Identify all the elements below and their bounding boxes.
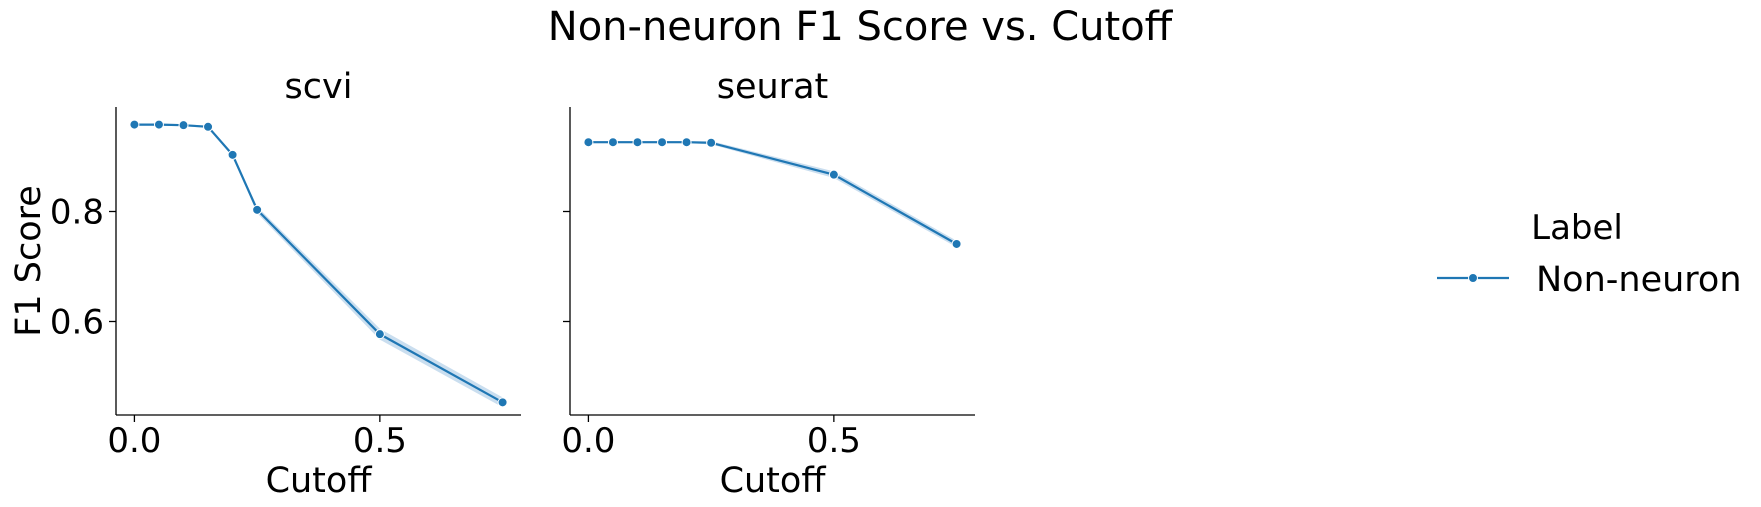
x-tick-label: 0.0 [107,421,161,461]
data-point [706,137,717,148]
y-tick-label: 0.8 [50,193,104,233]
data-point [681,137,692,148]
data-point [632,137,643,148]
data-point [153,119,164,130]
data-point [607,137,618,148]
data-point [129,119,140,130]
data-point [178,120,189,131]
legend-marker-swatch [1468,273,1478,283]
y-axis-label: F1 Score [9,185,49,337]
series-line [134,123,504,404]
confidence-band [134,123,503,408]
x-tick-label: 0.5 [353,421,407,461]
x-axis-label: Cutoff [266,461,373,501]
data-point [227,149,238,160]
data-point [374,329,385,340]
data-point [497,397,508,408]
x-tick-label: 0.5 [807,421,861,461]
confidence-band [588,141,957,248]
y-tick-label: 0.6 [50,303,104,343]
panel-title: seurat [717,67,829,107]
data-point [252,204,263,215]
legend-title: Label [1531,208,1623,248]
data-point [657,137,668,148]
data-point [203,121,214,132]
panel-title: scvi [285,67,353,107]
chart-title: Non-neuron F1 Score vs. Cutoff [548,4,1174,50]
data-point [583,137,594,148]
x-axis-label: Cutoff [720,461,827,501]
x-tick-label: 0.0 [561,421,615,461]
data-point [951,238,962,249]
data-point [828,169,839,180]
legend-entry-label: Non-neuron [1536,260,1742,300]
